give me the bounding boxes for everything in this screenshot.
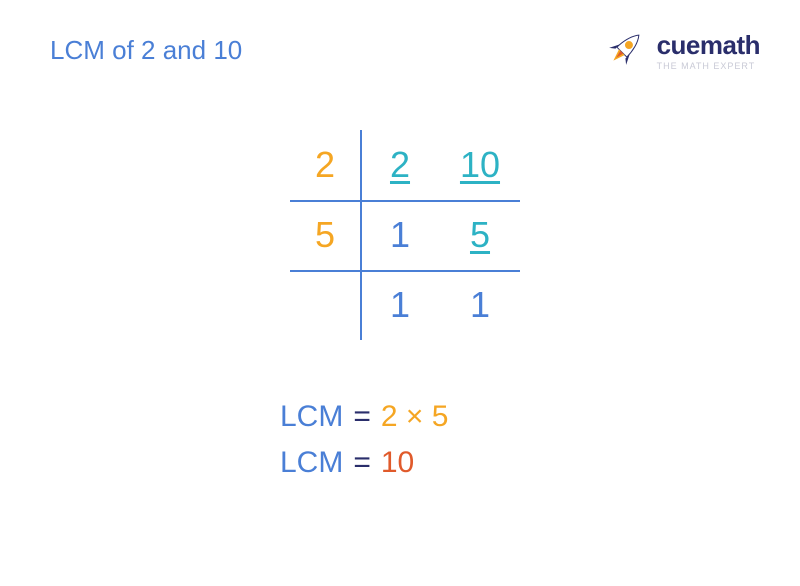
brand-logo: cuemath THE MATH EXPERT xyxy=(599,25,760,75)
brand-name: cuemath xyxy=(657,30,760,61)
value-cell: 10 xyxy=(450,144,510,186)
value-cell: 5 xyxy=(450,214,510,256)
brand-tagline: THE MATH EXPERT xyxy=(657,61,760,71)
lcm-value-line: LCM = 10 xyxy=(280,446,448,480)
value-cell: 1 xyxy=(370,284,430,326)
lcm-label: LCM xyxy=(280,446,343,480)
page-title: LCM of 2 and 10 xyxy=(50,35,242,66)
division-ladder: 2 2 10 5 1 5 1 1 xyxy=(290,130,520,340)
values-cell: 2 10 xyxy=(360,144,520,186)
value-cell: 2 xyxy=(370,144,430,186)
table-row: 2 2 10 xyxy=(290,130,520,200)
result-block: LCM = 2 × 5 LCM = 10 xyxy=(280,400,448,492)
value-cell: 1 xyxy=(370,214,430,256)
lcm-product: 2 × 5 xyxy=(381,400,449,434)
logo-text: cuemath THE MATH EXPERT xyxy=(657,30,760,71)
divisor-cell: 2 xyxy=(290,144,360,186)
divisor-cell: 5 xyxy=(290,214,360,256)
lcm-label: LCM xyxy=(280,400,343,434)
table-row: 1 1 xyxy=(290,270,520,340)
equals-sign: = xyxy=(353,446,371,480)
lcm-product-line: LCM = 2 × 5 xyxy=(280,400,448,434)
lcm-value: 10 xyxy=(381,446,414,480)
equals-sign: = xyxy=(353,400,371,434)
values-cell: 1 5 xyxy=(360,214,520,256)
values-cell: 1 1 xyxy=(360,284,520,326)
rocket-icon xyxy=(599,25,649,75)
value-cell: 1 xyxy=(450,284,510,326)
table-row: 5 1 5 xyxy=(290,200,520,270)
